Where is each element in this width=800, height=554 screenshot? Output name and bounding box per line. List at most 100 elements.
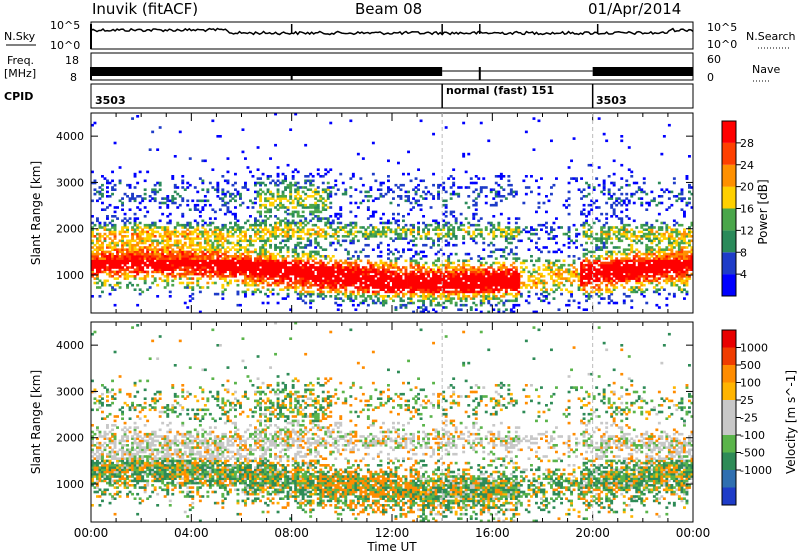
power-cell (417, 221, 421, 225)
power-cell (379, 217, 383, 220)
power-cell (457, 308, 461, 311)
power-cell (590, 261, 594, 265)
power-cell (221, 197, 225, 200)
power-cell (206, 250, 210, 254)
power-cell (118, 268, 122, 271)
power-cell (361, 288, 365, 291)
power-cell (309, 257, 313, 260)
power-cell (532, 117, 536, 120)
power-cell (457, 290, 461, 294)
power-cell (542, 281, 546, 285)
power-cell (266, 277, 270, 280)
power-cell (517, 281, 521, 285)
power-cell (186, 186, 190, 189)
power-cell (216, 246, 220, 249)
power-cell (306, 179, 310, 183)
power-cell (419, 266, 423, 269)
power-cell (459, 268, 463, 271)
power-cell (259, 183, 263, 187)
power-cell (96, 250, 99, 254)
power-cell (113, 226, 117, 229)
power-cell (442, 235, 446, 238)
power-cell (479, 217, 483, 220)
power-cell (208, 235, 212, 238)
power-cell (178, 250, 182, 254)
power-cell (577, 279, 581, 283)
power-cell (324, 272, 328, 276)
power-cell (499, 172, 503, 176)
power-cell (309, 210, 313, 214)
power-cell (597, 301, 601, 305)
power-cell (577, 232, 581, 236)
power-cell (291, 221, 295, 225)
power-cell (133, 270, 137, 274)
power-cell (464, 303, 468, 307)
power-cell (249, 257, 252, 260)
power-cell (316, 230, 320, 234)
power-cell (545, 226, 548, 229)
power-cell (582, 248, 586, 251)
power-cell (577, 277, 581, 280)
power-cell (394, 290, 398, 294)
power-cell (314, 188, 318, 191)
power-cell (198, 250, 202, 254)
power-cell (524, 226, 528, 229)
power-cell (188, 223, 192, 227)
power-cell (111, 239, 115, 243)
power-cell (444, 281, 448, 285)
power-cell (434, 263, 438, 267)
power-cell (223, 239, 227, 243)
power-cell (203, 261, 207, 265)
power-cell (369, 223, 373, 227)
power-cell (316, 241, 320, 245)
power-cell (447, 255, 451, 258)
power-cell (570, 239, 574, 243)
power-cell (600, 237, 604, 240)
power-cell (356, 266, 360, 269)
power-cell (457, 263, 461, 267)
power-cell (176, 263, 180, 267)
power-cell (514, 266, 518, 269)
power-cell (136, 259, 140, 263)
power-cell (587, 259, 591, 263)
power-cell (382, 270, 385, 274)
power-cell (163, 286, 167, 289)
power-cell (206, 239, 210, 243)
power-cell (507, 252, 511, 256)
power-cell (462, 288, 466, 291)
power-cell (206, 281, 210, 285)
power-cell (602, 179, 606, 183)
power-cell (612, 275, 616, 278)
power-cell (103, 270, 107, 274)
power-cell (324, 208, 328, 211)
power-cell (547, 292, 551, 296)
power-cell (304, 223, 308, 227)
power-cell (514, 277, 518, 280)
power-cell (379, 281, 383, 285)
power-cell (389, 279, 393, 283)
power-cell (364, 297, 368, 300)
power-cell (156, 252, 160, 256)
power-cell (447, 261, 451, 265)
power-cell (464, 230, 468, 234)
power-cell (284, 217, 288, 220)
power-cell (444, 126, 448, 129)
power-cell (261, 230, 265, 234)
power-cell (454, 237, 458, 240)
power-cell (540, 288, 543, 291)
power-cell (542, 263, 546, 267)
power-cell (512, 235, 516, 238)
power-cell (387, 288, 390, 291)
power-cell (203, 159, 207, 163)
power-cell (286, 186, 290, 189)
power-cell (595, 257, 599, 260)
power-cell (299, 228, 303, 231)
power-cell (459, 290, 463, 294)
power-cell (402, 226, 405, 229)
power-cell (116, 272, 120, 276)
power-cell (216, 275, 220, 278)
power-cell (261, 261, 265, 265)
power-cell (414, 283, 418, 287)
power-cell (595, 259, 599, 263)
power-cell (615, 203, 619, 207)
